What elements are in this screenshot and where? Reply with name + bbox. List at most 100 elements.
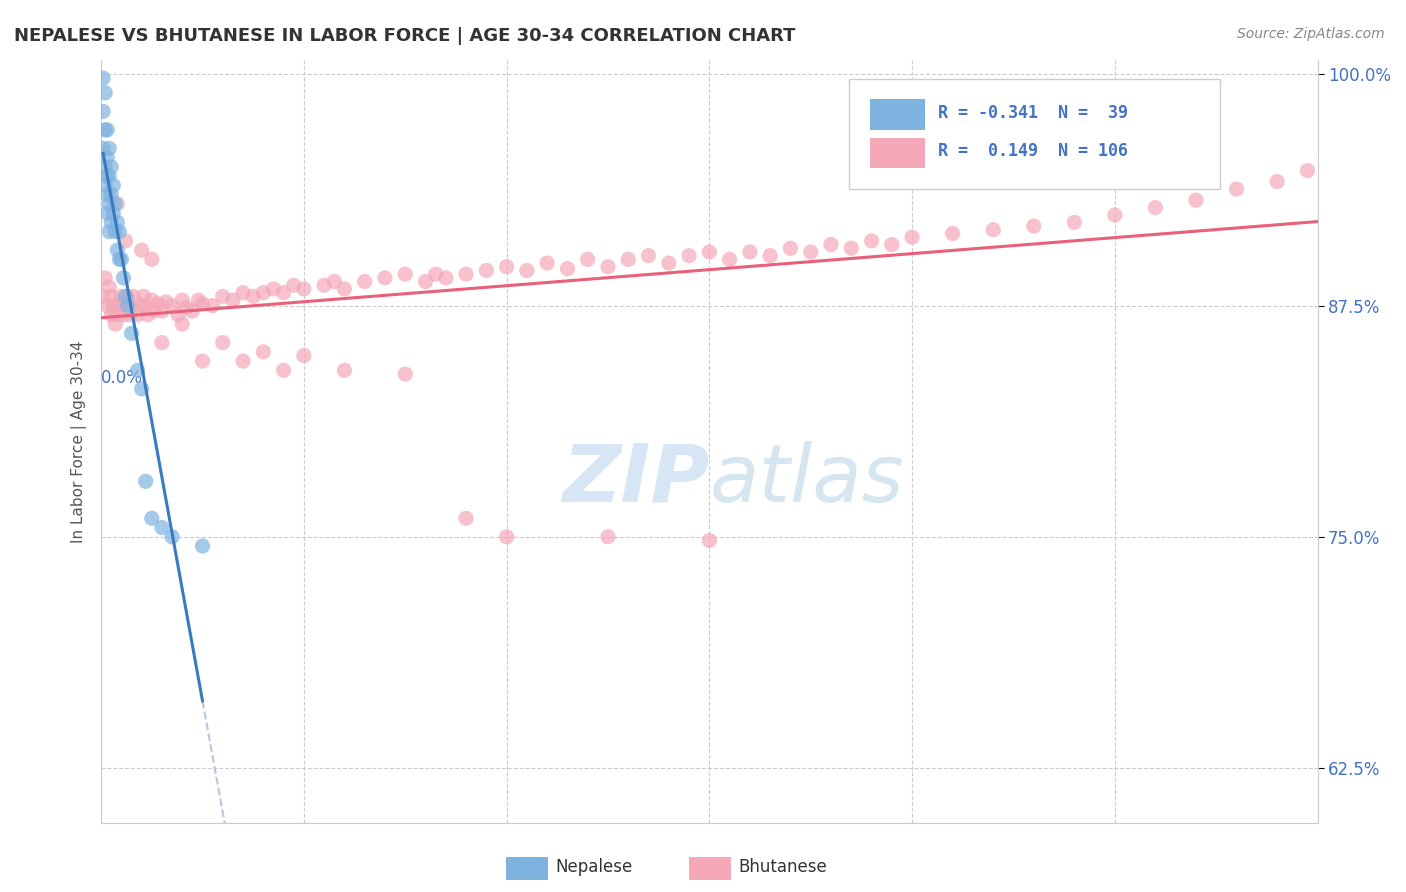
Point (718, 252, 741, 267)
Point (100, 187, 122, 202)
Point (108, 252, 131, 267)
Point (495, 260, 517, 274)
Point (91, 289, 114, 303)
Point (131, 299, 153, 313)
Point (191, 297, 214, 311)
Point (1185, 193, 1208, 207)
Point (94, 86, 117, 100)
Point (98, 225, 121, 239)
Point (98, 141, 121, 155)
Point (105, 243, 128, 257)
Point (155, 294, 177, 309)
Point (114, 299, 136, 313)
Point (131, 382, 153, 396)
Point (516, 263, 538, 277)
Point (820, 237, 842, 252)
Text: R =  0.149  N = 106: R = 0.149 N = 106 (938, 142, 1128, 161)
Point (100, 289, 122, 303)
Point (96, 206, 118, 220)
Point (262, 282, 284, 296)
Point (314, 278, 336, 293)
Point (454, 267, 477, 281)
Point (150, 520, 173, 534)
Point (394, 267, 416, 281)
Point (114, 289, 136, 303)
Point (454, 511, 477, 525)
Point (394, 367, 416, 381)
Point (103, 178, 125, 193)
Point (242, 289, 264, 303)
Point (98, 197, 121, 211)
Point (121, 299, 143, 313)
Point (112, 270, 135, 285)
Point (211, 335, 233, 350)
Point (135, 299, 157, 313)
Point (150, 304, 173, 318)
Point (1104, 208, 1126, 222)
Point (131, 243, 153, 257)
Point (141, 293, 163, 307)
Point (353, 275, 375, 289)
Point (759, 249, 782, 263)
Point (160, 530, 183, 544)
Point (576, 252, 599, 267)
Point (96, 299, 118, 313)
Point (167, 308, 190, 322)
Point (98, 169, 121, 183)
Point (117, 299, 139, 313)
Point (1022, 219, 1045, 233)
Point (232, 285, 254, 300)
Point (91, 104, 114, 119)
Point (104, 308, 127, 322)
Point (252, 285, 274, 300)
Point (122, 289, 145, 303)
Point (108, 225, 131, 239)
Point (94, 160, 117, 174)
Point (273, 285, 295, 300)
Point (160, 299, 183, 313)
Point (191, 539, 214, 553)
Point (104, 317, 127, 331)
Text: Source: ZipAtlas.com: Source: ZipAtlas.com (1237, 27, 1385, 41)
Point (880, 237, 903, 252)
Point (475, 263, 498, 277)
Point (283, 278, 305, 293)
Point (292, 349, 315, 363)
Point (112, 308, 135, 322)
Point (91, 71, 114, 86)
Point (110, 252, 132, 267)
Point (222, 293, 245, 307)
Point (127, 308, 149, 322)
Point (415, 275, 437, 289)
Point (860, 234, 883, 248)
Point (699, 244, 721, 259)
Point (127, 363, 149, 377)
Point (800, 244, 823, 259)
Point (103, 299, 125, 313)
Point (110, 289, 132, 303)
Point (100, 215, 122, 229)
Text: NEPALESE VS BHUTANESE IN LABOR FORCE | AGE 30-34 CORRELATION CHART: NEPALESE VS BHUTANESE IN LABOR FORCE | A… (14, 27, 796, 45)
Point (172, 317, 194, 331)
Point (738, 244, 761, 259)
Point (114, 234, 136, 248)
Point (91, 141, 114, 155)
Text: R = -0.341  N =  39: R = -0.341 N = 39 (938, 104, 1128, 122)
Point (596, 530, 619, 544)
Point (121, 326, 143, 341)
Point (141, 252, 163, 267)
Point (96, 169, 118, 183)
Point (981, 223, 1004, 237)
FancyBboxPatch shape (849, 78, 1220, 189)
Point (617, 252, 640, 267)
Point (273, 363, 295, 377)
FancyBboxPatch shape (870, 137, 925, 168)
Point (141, 511, 163, 525)
Point (323, 275, 346, 289)
Point (536, 256, 558, 270)
Point (100, 160, 122, 174)
Y-axis label: In Labor Force | Age 30-34: In Labor Force | Age 30-34 (72, 340, 87, 543)
Text: Bhutanese: Bhutanese (738, 858, 827, 876)
Point (779, 241, 801, 255)
Point (1144, 201, 1167, 215)
